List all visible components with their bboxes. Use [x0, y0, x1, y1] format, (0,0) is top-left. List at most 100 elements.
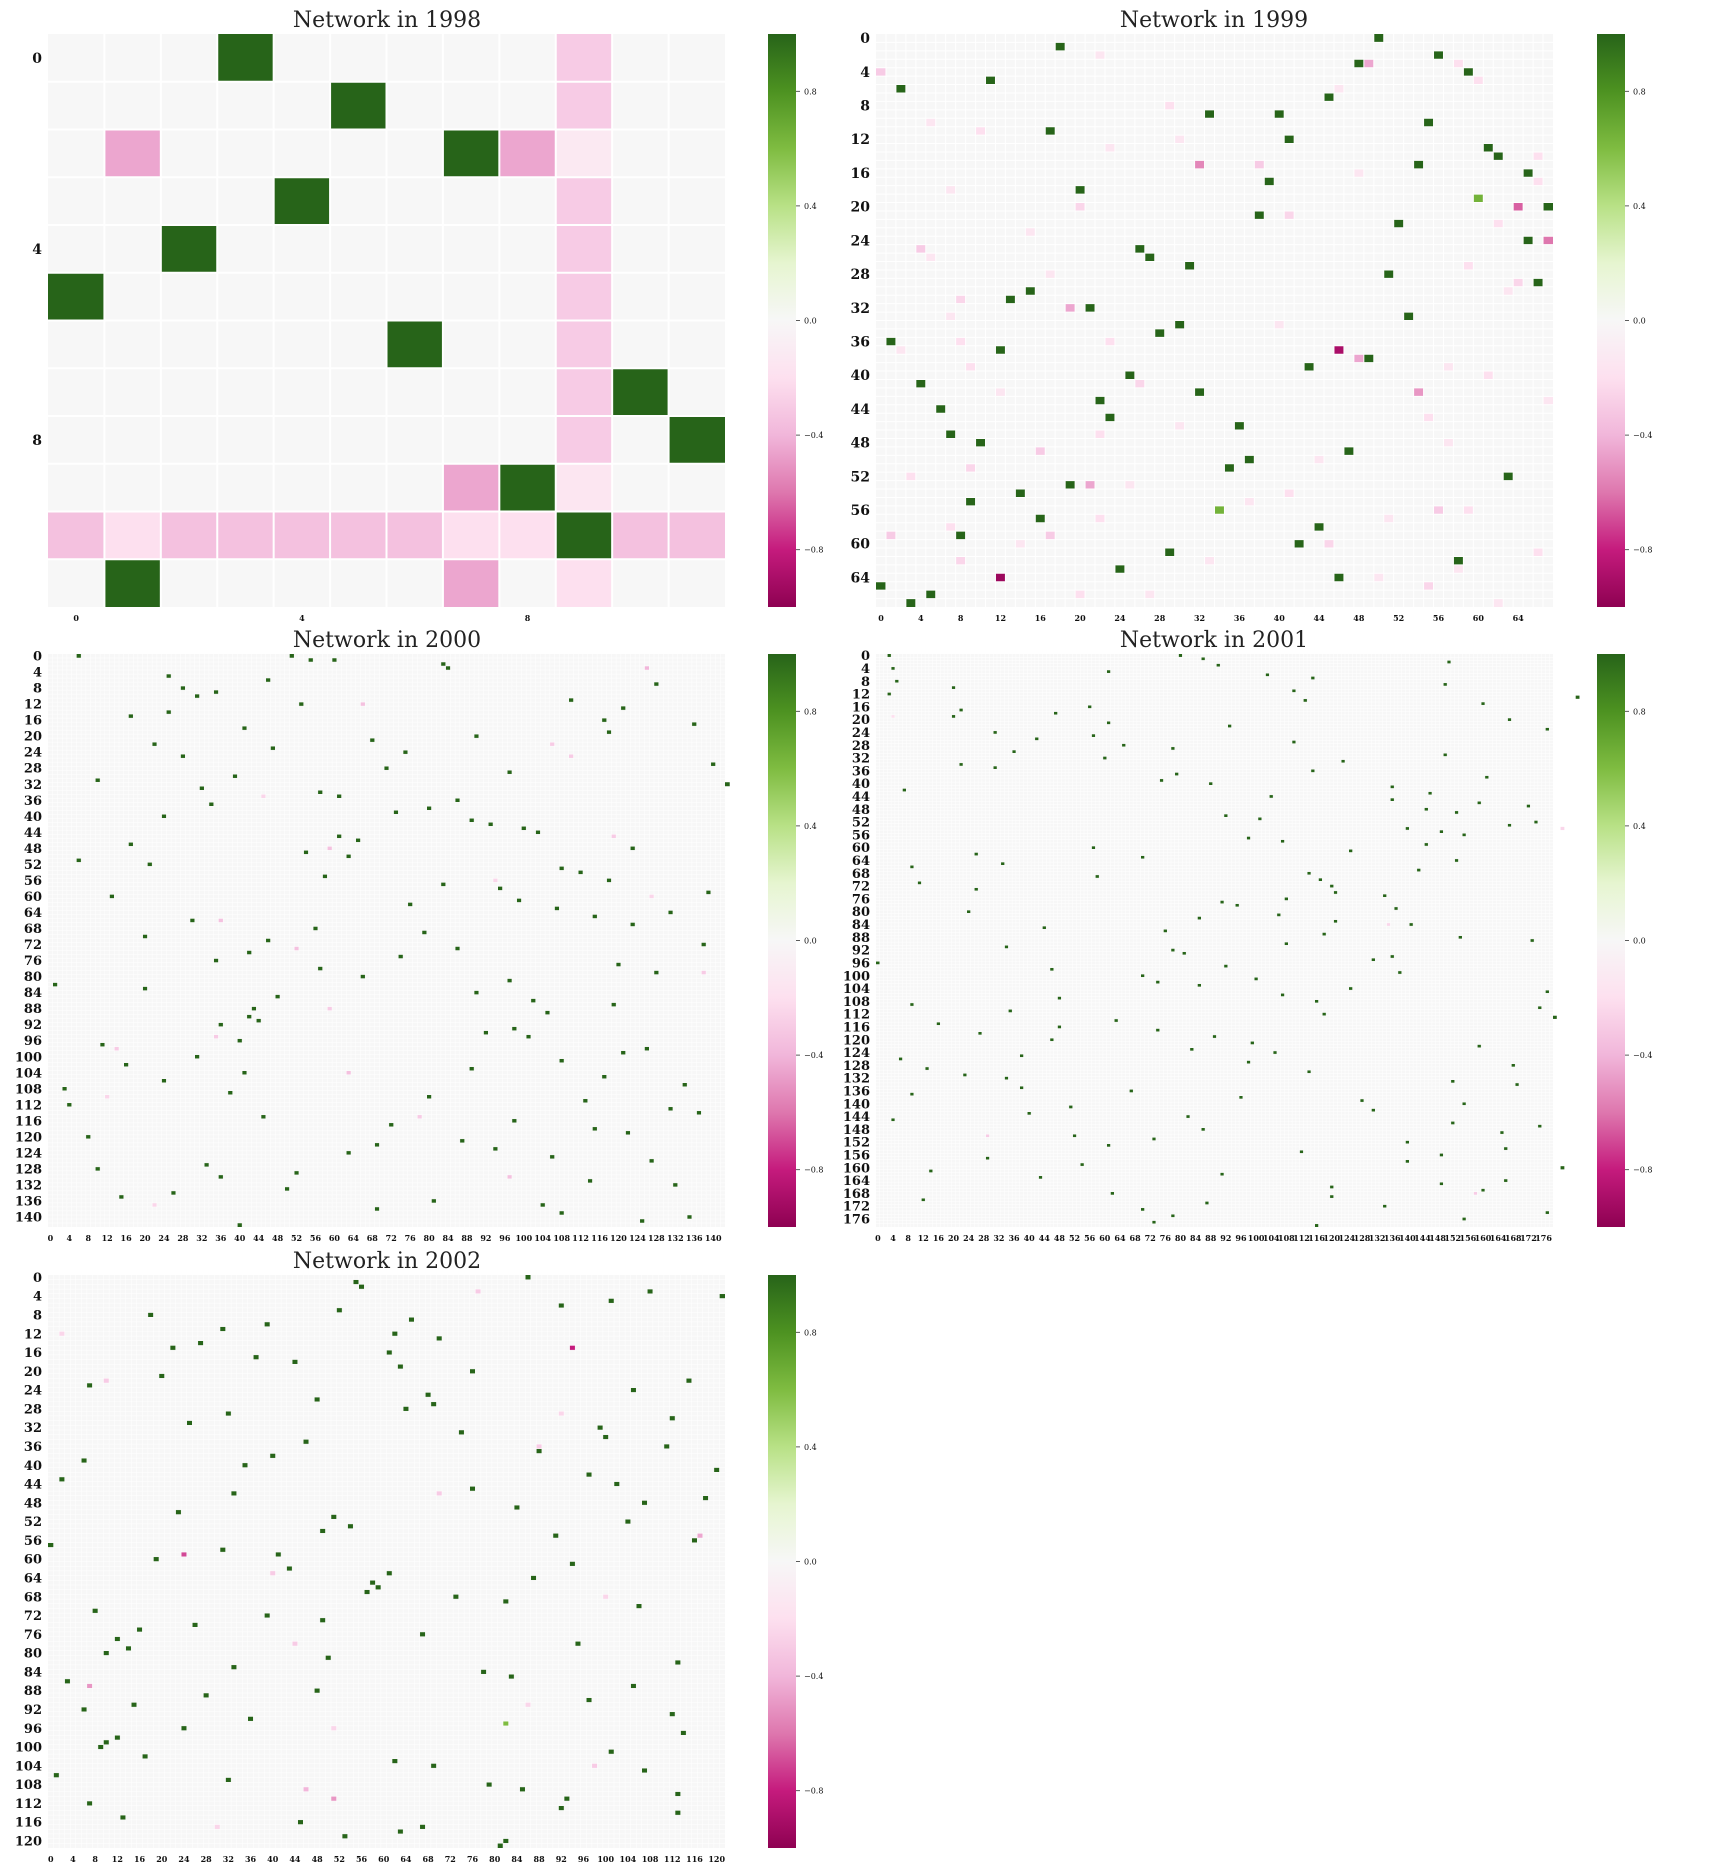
heatmap-cell	[218, 1174, 224, 1179]
x-tick-label: 48	[1353, 613, 1365, 623]
heatmap-cell	[419, 1824, 426, 1830]
heatmap-cell	[1575, 695, 1580, 699]
heatmap-cell	[270, 746, 276, 751]
heatmap-cell	[606, 878, 612, 883]
heatmap-cell	[575, 1641, 581, 1647]
x-tick-label: 24	[1114, 613, 1126, 623]
heatmap-cell	[204, 1162, 209, 1167]
x-tick-label: 104	[534, 1233, 551, 1243]
heatmap-cell	[552, 1533, 559, 1539]
colorbar-tick-label: 0.4	[1633, 202, 1646, 211]
heatmap-cell	[876, 581, 886, 591]
x-tick-label: 36	[1008, 1233, 1020, 1243]
heatmap-cell	[275, 1552, 282, 1557]
heatmap-cell	[1144, 253, 1155, 262]
heatmap-cell	[327, 1006, 333, 1011]
heatmap-cell	[392, 1758, 398, 1764]
y-tick-label: 176	[843, 1213, 870, 1228]
heatmap-cell	[469, 1066, 475, 1071]
x-tick-label: 56	[356, 1854, 368, 1864]
heatmap-cell	[403, 750, 408, 755]
heatmap-cell	[630, 1387, 637, 1393]
heatmap-cell	[668, 416, 725, 464]
heatmap-cell	[965, 463, 976, 473]
heatmap-cell	[1182, 951, 1187, 955]
heatmap-cell	[1106, 721, 1111, 725]
y-tick-label: 32	[851, 301, 870, 317]
heatmap-cell	[680, 1730, 687, 1736]
y-tick-label: 72	[24, 938, 42, 953]
heatmap-cell	[1095, 874, 1100, 879]
heatmap-cell	[902, 788, 907, 792]
colorbar-tick-label: 0.4	[804, 822, 817, 831]
y-tick-label: 96	[24, 1722, 42, 1737]
heatmap-cell	[586, 1472, 592, 1477]
heatmap-cell	[386, 511, 443, 560]
heatmap-cell	[1019, 1086, 1024, 1090]
heatmap-cell	[360, 702, 366, 707]
heatmap-cell	[1413, 387, 1424, 397]
heatmap-cell	[675, 1810, 681, 1816]
heatmap-cell	[586, 1697, 592, 1703]
heatmap-cell	[1104, 413, 1115, 422]
heatmap-cell	[1224, 463, 1235, 473]
heatmap-cell	[503, 1838, 509, 1844]
heatmap-cell	[1503, 1178, 1508, 1183]
x-tick-label: 84	[511, 1854, 523, 1864]
x-tick-label: 0	[48, 1233, 54, 1243]
x-tick-label: 116	[686, 1854, 703, 1864]
y-tick-label: 56	[24, 874, 42, 889]
x-tick-label: 28	[1154, 613, 1166, 623]
heatmap-cell	[1019, 1054, 1024, 1058]
x-tick-label: 44	[289, 1854, 301, 1864]
chart-title: Network in 2002	[293, 1249, 481, 1274]
heatmap-cell	[1095, 396, 1105, 405]
heatmap-cell	[647, 1289, 653, 1294]
colorbar-tick-label: −0.4	[804, 431, 823, 440]
heatmap-cell	[555, 129, 613, 178]
heatmap-cell	[555, 225, 613, 273]
heatmap-cell	[1091, 846, 1096, 850]
heatmap-cell	[564, 1796, 570, 1802]
heatmap-cell	[511, 1118, 517, 1123]
x-tick-label: 116	[591, 1233, 608, 1243]
x-tick-label: 32	[223, 1854, 234, 1864]
x-tick-label: 100	[1248, 1233, 1265, 1243]
heatmap-cell	[669, 1415, 676, 1421]
x-tick-label: 20	[156, 1854, 168, 1864]
heatmap-cell	[1114, 564, 1125, 574]
heatmap-cell	[114, 1046, 120, 1051]
heatmap-cell	[499, 463, 556, 512]
y-tick-label: 100	[15, 1741, 42, 1756]
y-tick-label: 112	[15, 1098, 42, 1113]
heatmap-cell	[636, 1603, 642, 1609]
heatmap-cell	[995, 387, 1006, 397]
heatmap-cell	[1045, 531, 1056, 540]
y-tick-label: 140	[15, 1211, 42, 1226]
heatmap-cell	[602, 1434, 609, 1440]
heatmap-cell	[194, 694, 200, 699]
heatmap-cell	[1049, 1038, 1054, 1042]
y-tick-label: 28	[24, 762, 42, 777]
heatmap-cell	[152, 742, 157, 747]
heatmap-background	[876, 654, 1553, 1227]
heatmap-cell	[1110, 1191, 1115, 1195]
heatmap-cell	[1462, 1102, 1467, 1106]
heatmap-cell	[1363, 59, 1374, 68]
heatmap-cell	[499, 511, 556, 560]
heatmap-cell	[935, 404, 946, 414]
x-tick-label: 64	[1114, 1233, 1126, 1243]
y-tick-label: 96	[852, 956, 870, 971]
heatmap-cell	[672, 1182, 678, 1187]
heatmap-cell	[1171, 1214, 1175, 1218]
y-tick-label: 40	[24, 810, 42, 825]
heatmap-cell	[225, 1411, 232, 1416]
heatmap-cell	[48, 272, 105, 321]
heatmap-cell	[190, 918, 195, 923]
heatmap-cell	[608, 1298, 615, 1304]
heatmap-cell	[710, 762, 716, 767]
heatmap-cell	[1102, 756, 1107, 760]
heatmap-cell	[408, 1317, 415, 1322]
heatmap-cell	[1095, 50, 1105, 60]
x-tick-label: 0	[48, 1854, 54, 1864]
